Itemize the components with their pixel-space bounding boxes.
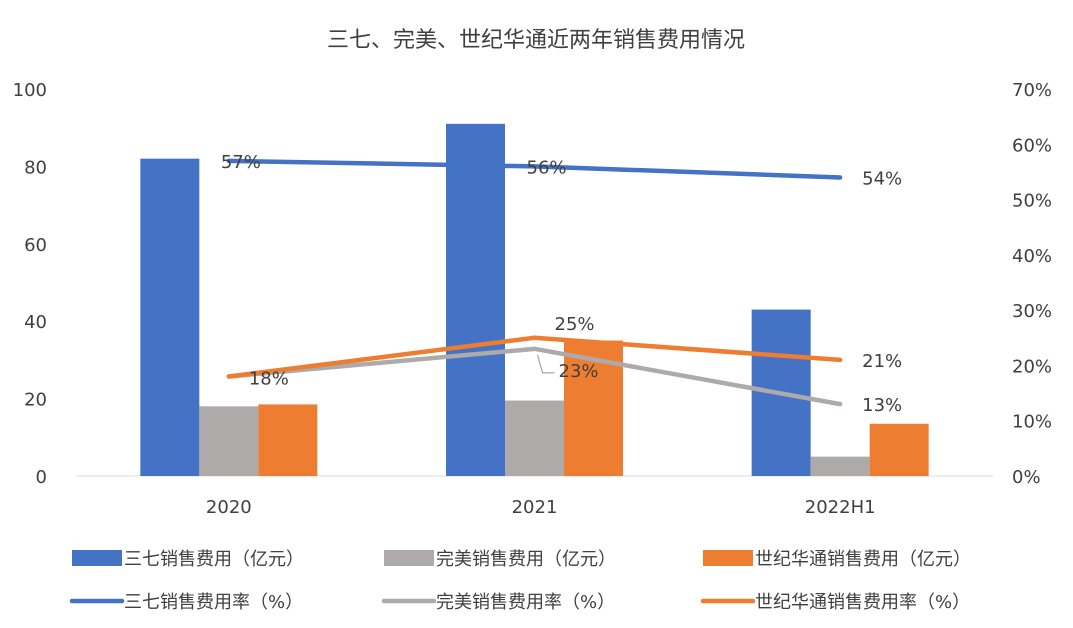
right-axis-ticks: 70% 60% 50% 40% 30% 20% 10% 0%: [1012, 80, 1052, 488]
data-label-1-1: 23%: [559, 361, 599, 382]
category-label-0: 2020: [206, 497, 252, 518]
bar-2-0: [258, 404, 318, 476]
right-tick-label: 70%: [1012, 80, 1052, 101]
data-label-0-1: 56%: [527, 157, 567, 178]
left-tick-label: 100: [13, 80, 47, 101]
left-tick-label: 60: [24, 235, 47, 256]
legend-label-bar-1: 完美销售费用（亿元）: [436, 549, 616, 570]
left-tick-label: 0: [36, 467, 47, 488]
legend-label-line-2: 世纪华通销售费用率（%）: [755, 592, 970, 613]
data-label-2-0: 18%: [249, 368, 289, 389]
bar-1-1: [505, 400, 564, 476]
left-tick-label: 20: [24, 390, 47, 411]
left-axis-ticks: 100 80 60 40 20 0: [13, 80, 47, 488]
category-labels: 2020 2021 2022H1: [206, 497, 876, 518]
category-label-1: 2021: [512, 497, 558, 518]
bar-0-0: [140, 158, 200, 476]
bar-1-2: [810, 456, 870, 476]
data-label-1-2: 13%: [862, 395, 902, 416]
data-label-2-2: 21%: [862, 351, 902, 372]
legend-swatch-bar-2: [703, 550, 753, 566]
legend-label-line-1: 完美销售费用率（%）: [436, 592, 615, 613]
right-tick-label: 50%: [1012, 191, 1052, 212]
data-label-0-2: 54%: [862, 168, 902, 189]
line-series-1: [226, 346, 843, 407]
left-tick-label: 80: [24, 157, 47, 178]
leader-line: [536, 354, 555, 374]
right-tick-label: 20%: [1012, 356, 1052, 377]
chart-title: 三七、完美、世纪华通近两年销售费用情况: [327, 28, 745, 53]
right-tick-label: 10%: [1012, 412, 1052, 433]
left-tick-label: 40: [24, 312, 47, 333]
right-tick-label: 30%: [1012, 301, 1052, 322]
legend-label-line-0: 三七销售费用率（%）: [124, 592, 303, 613]
legend-swatch-bar-0: [72, 550, 122, 566]
legend-swatch-bar-1: [384, 550, 434, 566]
line-series-2: [226, 335, 843, 379]
bar-2-2: [869, 423, 929, 476]
bar-1-0: [199, 406, 259, 476]
right-tick-label: 0%: [1012, 467, 1041, 488]
category-label-2: 2022H1: [805, 497, 876, 518]
right-tick-label: 60%: [1012, 135, 1052, 156]
data-label-2-1: 25%: [555, 314, 595, 335]
data-label-0-0: 57%: [221, 152, 261, 173]
bar-0-1: [446, 123, 505, 476]
line-group: 23% 13% 18% 25% 21% 57% 56% 54%: [221, 152, 902, 416]
line-series-0: [226, 158, 843, 180]
legend: 三七销售费用（亿元） 完美销售费用（亿元） 世纪华通销售费用（亿元） 三七销售费用率（…: [69, 549, 971, 613]
right-tick-label: 40%: [1012, 246, 1052, 267]
legend-label-bar-2: 世纪华通销售费用（亿元）: [755, 549, 971, 570]
legend-label-bar-0: 三七销售费用（亿元）: [124, 549, 304, 570]
